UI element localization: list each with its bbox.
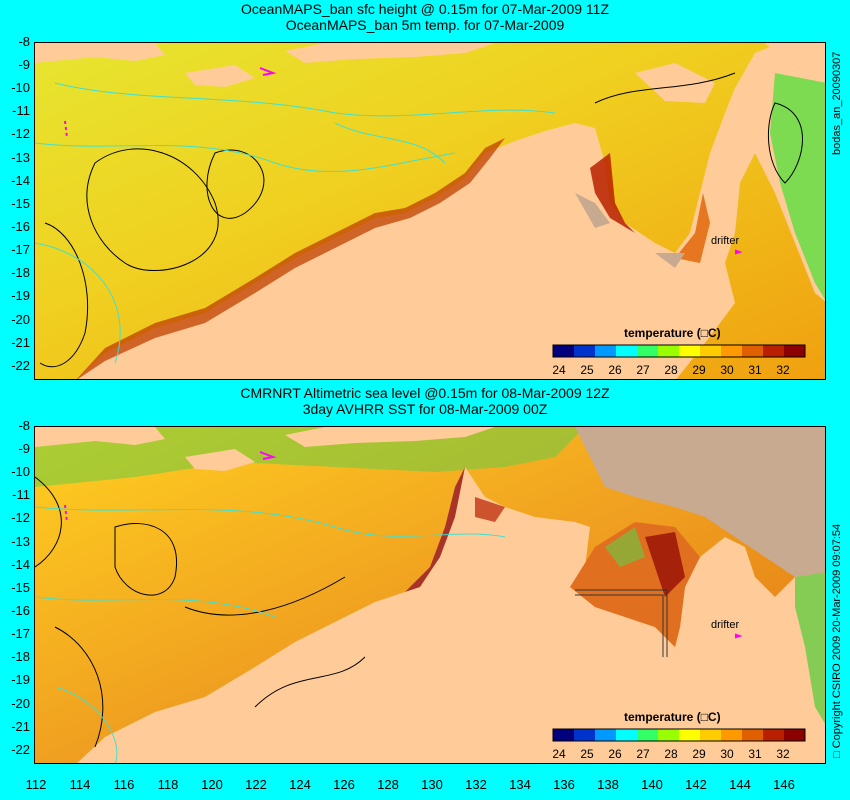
y-tick: -20 (11, 696, 30, 711)
panel2-title-line2: 3day AVHRR SST for 08-Mar-2009 00Z (302, 401, 548, 417)
side-text-top: bodas_an_20090307 (831, 51, 843, 155)
x-tick: 124 (289, 777, 311, 792)
legend-tick: 24 (552, 363, 566, 377)
x-tick: 144 (729, 777, 751, 792)
y-tick: -16 (11, 219, 30, 234)
legend-tick: 27 (636, 363, 650, 377)
x-tick: 128 (377, 777, 399, 792)
panel2-colorbar (552, 728, 806, 742)
x-tick: 138 (597, 777, 619, 792)
y-tick: -10 (11, 80, 30, 95)
y-tick: -9 (18, 57, 30, 72)
legend-tick: 32 (776, 363, 790, 377)
x-tick: 122 (245, 777, 267, 792)
legend-tick: 27 (636, 747, 650, 761)
legend-tick: 25 (580, 747, 594, 761)
y-tick: -11 (12, 103, 30, 118)
panel1-title-line1: OceanMAPS_ban sfc height @ 0.15m for 07-… (240, 1, 610, 17)
panel1-colorbar (552, 344, 806, 358)
x-tick: 120 (201, 777, 223, 792)
y-tick: -22 (11, 742, 30, 757)
y-tick: -16 (11, 603, 30, 618)
y-tick: -18 (11, 649, 30, 664)
x-tick: 142 (685, 777, 707, 792)
y-tick: -11 (12, 487, 30, 502)
y-tick: -8 (18, 34, 30, 49)
legend-tick: 28 (664, 747, 678, 761)
y-tick: -17 (11, 626, 30, 641)
x-tick: 116 (113, 777, 135, 792)
legend-tick: 30 (720, 363, 734, 377)
y-tick: -18 (11, 265, 30, 280)
x-tick: 114 (69, 777, 91, 792)
x-tick: 126 (333, 777, 355, 792)
y-tick: -14 (11, 557, 30, 572)
y-tick: -13 (11, 150, 30, 165)
x-tick: 146 (773, 777, 795, 792)
panel1-drifter-label: drifter (711, 235, 740, 247)
x-tick: 132 (465, 777, 487, 792)
panel1-colorbar-ticks: 24 25 26 27 28 29 30 31 32 (552, 363, 790, 377)
panel1-legend-title: temperature (□C) (624, 326, 721, 340)
y-tick: -15 (11, 196, 30, 211)
y-tick: -19 (11, 288, 30, 303)
panel2-colorbar-ticks: 24 25 26 27 28 29 30 31 32 (552, 747, 790, 761)
panel2-drifter-label: drifter (711, 619, 740, 631)
panel2-title-line1: CMRNRT Altimetric sea level @0.15m for 0… (240, 385, 610, 401)
panel2-map: 24 25 26 27 28 29 30 31 32 (34, 426, 826, 764)
legend-tick: 28 (664, 363, 678, 377)
x-tick: 136 (553, 777, 575, 792)
legend-tick: 25 (580, 363, 594, 377)
panel1-title-line2: OceanMAPS_ban 5m temp. for 07-Mar-2009 (285, 17, 565, 33)
drifter-marker-2 (734, 633, 743, 639)
y-tick: -22 (11, 358, 30, 373)
side-text-bottom: □ Copyright CSIRO 2009 20-Mar-2009 09:07… (831, 523, 843, 758)
y-tick: -14 (11, 173, 30, 188)
x-tick: 140 (641, 777, 663, 792)
legend-tick: 24 (552, 747, 566, 761)
panel2-legend-title: temperature (□C) (624, 710, 721, 724)
drifter-marker (734, 249, 743, 255)
y-tick: -8 (18, 418, 30, 433)
x-tick: 118 (157, 777, 179, 792)
x-tick: 112 (25, 777, 47, 792)
y-tick: -19 (11, 672, 30, 687)
y-tick: -17 (11, 242, 30, 257)
legend-tick: 26 (608, 747, 622, 761)
legend-tick: 29 (692, 747, 706, 761)
y-tick: -15 (11, 580, 30, 595)
y-tick: -12 (11, 126, 30, 141)
legend-tick: 26 (608, 363, 622, 377)
x-tick: 134 (509, 777, 531, 792)
legend-tick: 31 (748, 747, 762, 761)
y-tick: -21 (11, 719, 30, 734)
y-tick: -13 (11, 534, 30, 549)
x-tick: 130 (421, 777, 443, 792)
australia-land-2 (77, 467, 825, 763)
panel1-map: 24 25 26 27 28 29 30 31 32 (34, 42, 826, 380)
y-tick: -10 (11, 464, 30, 479)
y-tick: -9 (18, 441, 30, 456)
legend-tick: 31 (748, 363, 762, 377)
y-tick: -20 (11, 312, 30, 327)
legend-tick: 30 (720, 747, 734, 761)
legend-tick: 32 (776, 747, 790, 761)
y-tick: -21 (11, 335, 30, 350)
y-tick: -12 (11, 510, 30, 525)
australia-land (77, 43, 825, 379)
legend-tick: 29 (692, 363, 706, 377)
